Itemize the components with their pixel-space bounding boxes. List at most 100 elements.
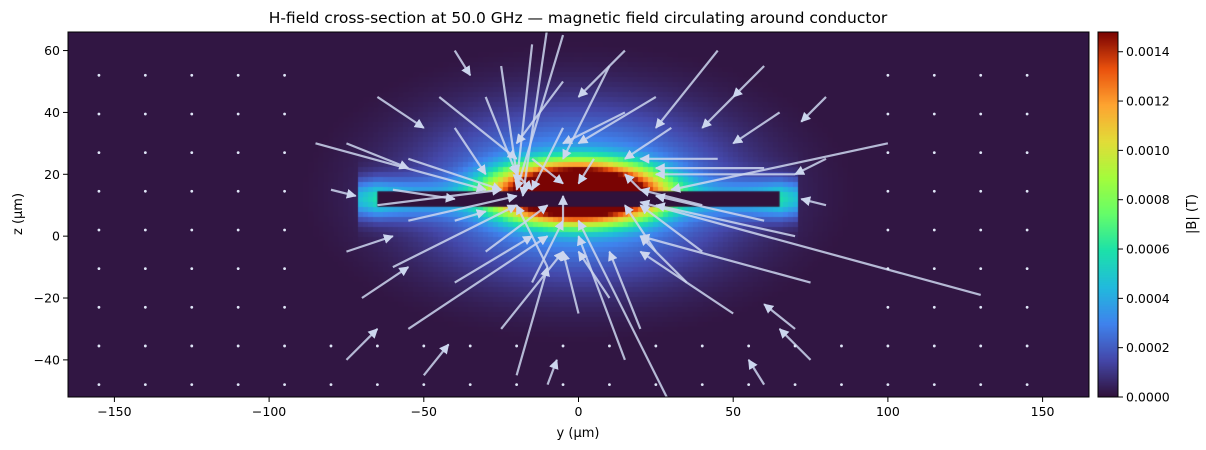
field-arrow-dot (700, 344, 704, 348)
field-arrow (500, 65, 521, 176)
field-arrow-dot (190, 383, 194, 387)
field-arrow-dot (515, 344, 519, 348)
x-tick-label: −50 (411, 404, 437, 419)
field-arrow (330, 188, 357, 199)
field-arrow (577, 96, 657, 145)
field-arrow-dot (561, 383, 565, 387)
field-arrow-dot (979, 383, 983, 387)
field-arrow (454, 235, 533, 284)
field-arrow (484, 96, 518, 176)
field-arrow-dot (932, 228, 936, 232)
field-arrow (639, 199, 982, 296)
field-arrow (701, 96, 734, 129)
field-arrow (654, 193, 765, 222)
field-arrow-dot (236, 189, 240, 193)
field-arrow-dot (979, 305, 983, 309)
x-axis-label: y (µm) (557, 426, 600, 441)
field-arrow-dot (190, 267, 194, 271)
field-arrow-dot (1025, 228, 1029, 232)
field-arrow (485, 204, 549, 253)
field-arrow-dot (747, 383, 751, 387)
field-arrow-dot (190, 228, 194, 232)
field-arrow (346, 142, 410, 170)
field-arrow-dot (283, 151, 286, 155)
field-arrow (623, 204, 657, 253)
field-arrow-dot (932, 151, 936, 155)
field-arrow-dot (1025, 344, 1029, 348)
field-arrow-dot (329, 344, 333, 348)
field-arrow (531, 127, 565, 191)
field-arrow-dot (283, 383, 286, 387)
field-arrow-dot (236, 151, 240, 155)
y-tick-label: 0 (52, 229, 60, 244)
field-arrow-dot (236, 344, 240, 348)
field-arrow (345, 328, 379, 361)
field-arrow-dot (1025, 151, 1029, 155)
field-arrow (392, 188, 456, 203)
field-arrow (800, 196, 827, 207)
colorbar-tick-label: 0.0004 (1126, 291, 1170, 306)
field-arrow-dot (97, 344, 101, 348)
field-arrow-dot (932, 73, 936, 77)
field-arrow (624, 126, 672, 160)
field-arrow-dot (468, 344, 472, 348)
field-arrow-dot (886, 73, 890, 77)
field-arrow-dot (97, 305, 101, 309)
field-arrow-dot (97, 383, 101, 387)
field-arrow-dot (283, 189, 286, 193)
colorbar-ticks: 0.0000 0.0002 0.0004 0.0006 0.0008 0.0010 0.00… (1118, 44, 1170, 405)
field-arrow-dot (236, 305, 240, 309)
field-arrow-dot (329, 383, 333, 387)
field-arrow (654, 49, 719, 129)
field-arrow (453, 49, 472, 77)
colorbar-tick-label: 0.0012 (1126, 94, 1170, 109)
field-arrow-dot (143, 305, 147, 309)
colorbar-label: |B| (T) (1185, 194, 1200, 234)
field-arrow-dot (654, 383, 658, 387)
field-arrow-dot (840, 383, 843, 387)
field-arrow-dot (886, 151, 890, 155)
field-arrow (778, 328, 812, 361)
field-arrow-dot (143, 267, 147, 271)
y-tick-label: −40 (34, 352, 60, 367)
field-arrow (577, 158, 595, 185)
field-arrow (624, 173, 642, 191)
y-axis: −40 −20 0 20 40 60 (34, 43, 68, 367)
field-arrow (577, 250, 611, 299)
field-arrow (800, 96, 827, 123)
plot-area (67, 31, 1090, 398)
field-arrow (519, 32, 548, 197)
field-arrow (361, 266, 410, 299)
field-arrow-dot (1025, 112, 1029, 116)
field-arrow-dot (608, 383, 611, 387)
field-arrow-dot (190, 73, 194, 77)
field-arrow-dot (283, 73, 286, 77)
field-arrow-dot (283, 228, 286, 232)
x-tick-label: 50 (725, 404, 741, 419)
colorbar-gradient (1098, 32, 1118, 397)
y-tick-label: −20 (34, 291, 60, 306)
field-arrow-dot (143, 344, 147, 348)
field-arrow-dot (515, 383, 519, 387)
field-arrow (408, 193, 518, 222)
field-arrow-dot (97, 151, 101, 155)
x-tick-label: −150 (97, 404, 131, 419)
field-arrow (531, 219, 565, 284)
field-arrow (454, 209, 487, 222)
field-arrow-dot (886, 305, 890, 309)
field-arrow (500, 250, 564, 330)
field-arrow-dot (886, 112, 890, 116)
chart-title: H-field cross-section at 50.0 GHz — magn… (269, 9, 888, 27)
field-arrow-dot (979, 267, 983, 271)
field-arrow (515, 80, 564, 145)
field-arrow-dot (979, 112, 983, 116)
field-arrow-dot (97, 267, 101, 271)
x-axis: −150 −100 −50 0 50 100 150 (97, 397, 1055, 419)
x-tick-label: 100 (876, 404, 900, 419)
field-arrow-dot (979, 73, 983, 77)
field-arrow (531, 157, 564, 185)
field-arrow-dot (932, 305, 936, 309)
colorbar-tick-label: 0.0002 (1126, 340, 1170, 355)
field-arrow (670, 142, 889, 193)
x-tick-label: 0 (575, 404, 583, 419)
